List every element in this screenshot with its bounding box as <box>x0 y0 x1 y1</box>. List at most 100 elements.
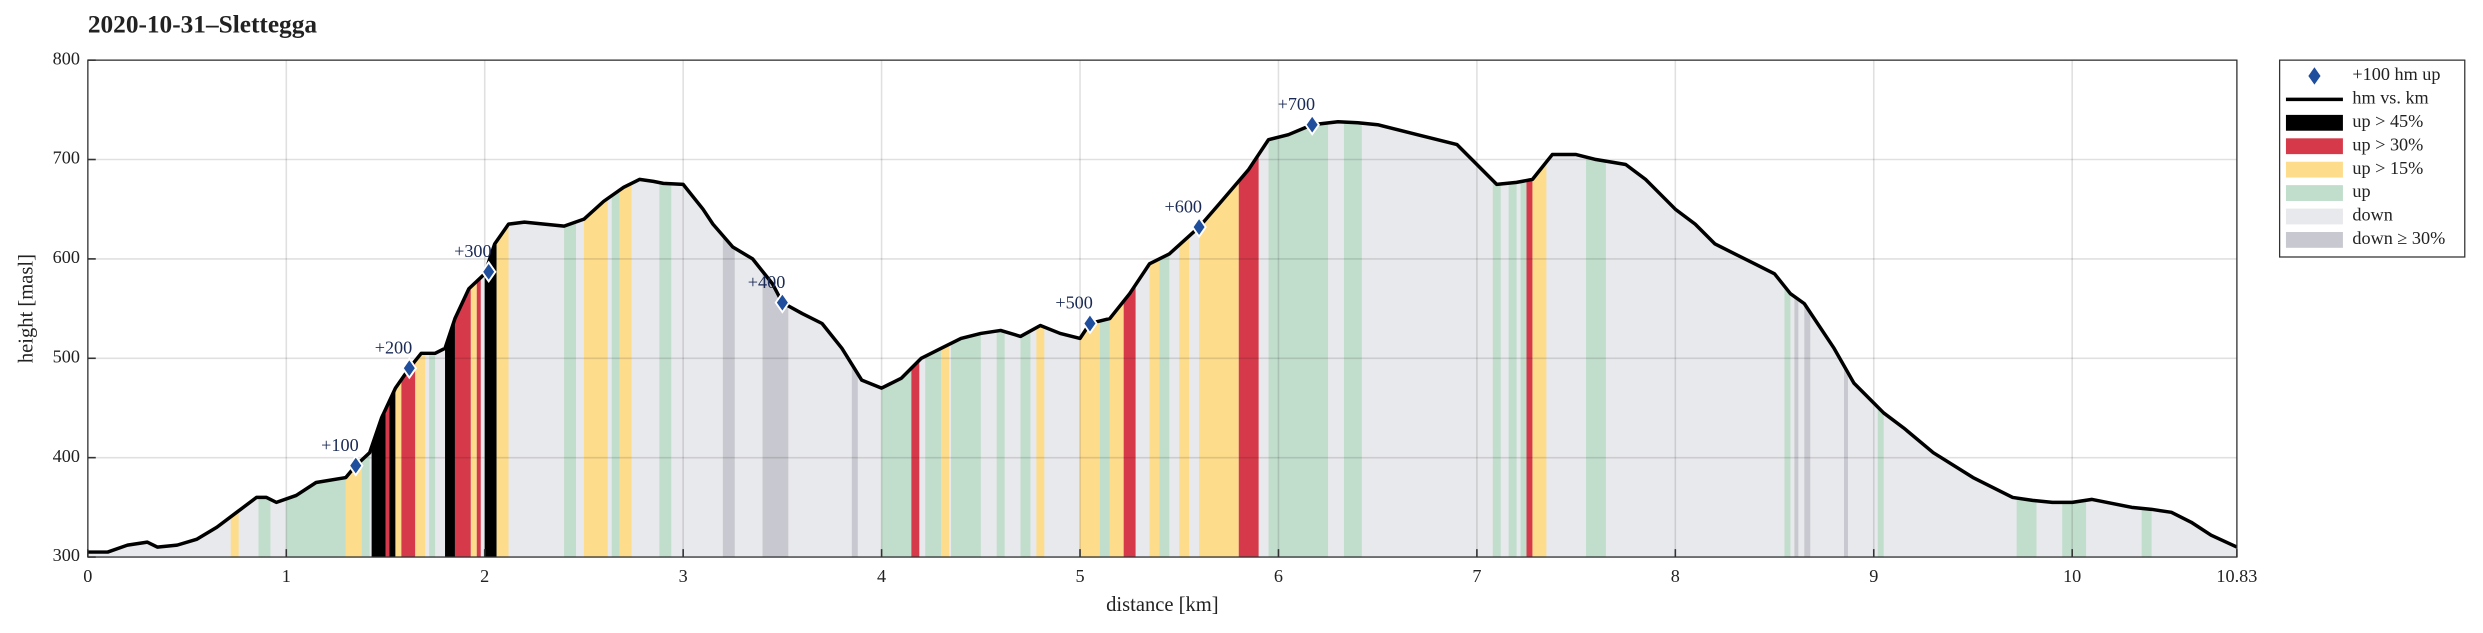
band <box>484 121 497 558</box>
x-tick-label: 4 <box>877 566 886 586</box>
band <box>951 121 981 558</box>
band <box>925 121 942 558</box>
band <box>1036 121 1045 558</box>
band <box>401 121 416 558</box>
band <box>470 121 477 558</box>
band <box>941 121 950 558</box>
band <box>385 121 390 558</box>
band <box>564 121 577 558</box>
band <box>1149 121 1160 558</box>
band <box>1199 121 1239 558</box>
legend-swatch <box>2285 208 2343 225</box>
band <box>1526 121 1533 558</box>
marker-label: +400 <box>748 272 786 292</box>
band <box>1238 121 1259 558</box>
x-tick-label: 0 <box>83 566 92 586</box>
band <box>345 121 362 558</box>
band <box>659 121 672 558</box>
y-tick-label: 800 <box>53 48 80 68</box>
marker-label: +500 <box>1055 293 1093 313</box>
y-tick-label: 700 <box>53 148 80 168</box>
legend-label: up > 15% <box>2352 158 2423 178</box>
y-tick-label: 400 <box>53 446 80 466</box>
x-tick-label: 10 <box>2063 566 2081 586</box>
band <box>1179 121 1190 558</box>
band <box>230 121 239 558</box>
band <box>722 121 735 558</box>
band <box>1020 121 1031 558</box>
band <box>2062 121 2087 558</box>
legend-label: down <box>2352 205 2392 225</box>
marker <box>480 260 497 283</box>
x-tick-label: 7 <box>1472 566 1481 586</box>
y-axis-label: height [masl] <box>15 254 37 363</box>
legend-swatch <box>2285 161 2343 178</box>
band <box>258 121 271 558</box>
legend-swatch <box>2285 138 2343 155</box>
x-axis-label: distance [km] <box>1106 594 1218 616</box>
legend-swatch <box>2285 185 2343 201</box>
band <box>1278 121 1329 558</box>
band <box>2141 121 2152 558</box>
band <box>476 121 481 558</box>
band <box>429 121 436 558</box>
legend-swatch <box>2285 114 2343 131</box>
band <box>1268 121 1279 558</box>
marker-label: +200 <box>375 337 413 357</box>
band <box>1877 121 1884 558</box>
band <box>1794 121 1799 558</box>
band <box>851 121 858 558</box>
profile-line <box>87 120 2238 554</box>
band <box>1843 121 1848 558</box>
band <box>996 121 1005 558</box>
band <box>1804 121 1811 558</box>
band <box>415 121 426 558</box>
legend-label: hm vs. km <box>2352 88 2428 108</box>
band <box>2016 121 2037 558</box>
band <box>1508 121 1517 558</box>
marker-label: +100 <box>321 435 359 455</box>
band <box>1159 121 1170 558</box>
marker-label: +300 <box>454 241 492 261</box>
band <box>619 121 632 558</box>
band <box>1784 121 1791 558</box>
band <box>445 121 455 558</box>
y-tick-label: 600 <box>53 247 80 267</box>
legend-label: up > 30% <box>2352 134 2423 154</box>
marker-label: +600 <box>1164 196 1202 216</box>
plot-frame <box>87 59 2238 558</box>
band <box>454 121 471 558</box>
band <box>1520 121 1527 558</box>
marker <box>347 454 364 477</box>
band <box>611 121 620 558</box>
band <box>583 121 608 558</box>
band <box>395 121 402 558</box>
chart-title: 2020-10-31–Slettegga <box>88 11 318 39</box>
band <box>881 121 912 558</box>
x-tick-label: 2 <box>480 566 489 586</box>
x-tick-label: 3 <box>679 566 688 586</box>
band <box>1343 121 1362 558</box>
x-tick-label: 10.83 <box>2216 566 2257 586</box>
legend-label: down ≥ 30% <box>2352 228 2445 248</box>
y-tick-label: 300 <box>53 545 80 565</box>
band <box>1532 121 1547 558</box>
marker <box>1191 215 1207 239</box>
band <box>389 121 396 558</box>
marker <box>401 357 418 380</box>
band <box>1123 121 1136 558</box>
band <box>371 121 386 558</box>
legend-label: +100 hm up <box>2352 64 2440 84</box>
band <box>1099 121 1110 558</box>
legend-swatch <box>2285 231 2343 248</box>
x-tick-label: 5 <box>1075 566 1084 586</box>
band <box>496 121 509 558</box>
band <box>911 121 920 558</box>
legend-label: up > 45% <box>2352 111 2423 131</box>
marker <box>774 291 791 314</box>
x-tick-label: 8 <box>1671 566 1680 586</box>
y-tick-label: 500 <box>53 346 80 366</box>
band <box>1492 121 1501 558</box>
marker <box>1304 113 1320 136</box>
